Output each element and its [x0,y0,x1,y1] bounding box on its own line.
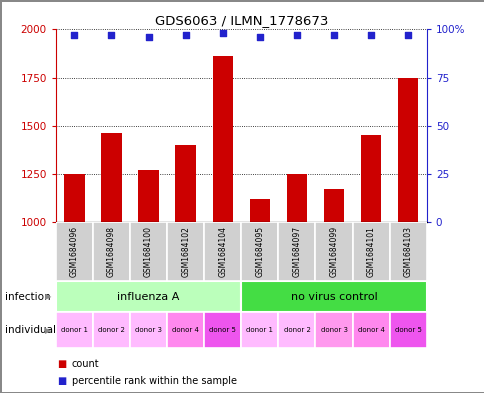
Bar [241,222,278,281]
Bar [286,174,306,222]
Text: GSM1684101: GSM1684101 [366,226,375,277]
Bar [389,222,426,281]
Bar [93,222,130,281]
Text: donor 5: donor 5 [394,327,421,333]
Point [330,32,337,39]
Text: donor 5: donor 5 [209,327,236,333]
Bar [352,222,389,281]
Bar [397,77,418,222]
Point [70,32,78,39]
Bar [278,312,315,348]
Text: ▶: ▶ [45,292,51,301]
Text: GSM1684102: GSM1684102 [181,226,190,277]
Text: donor 3: donor 3 [135,327,162,333]
Text: GSM1684096: GSM1684096 [70,226,79,277]
Text: no virus control: no virus control [290,292,377,302]
Bar [212,57,232,222]
Bar [241,281,426,312]
Text: donor 3: donor 3 [320,327,347,333]
Bar [93,312,130,348]
Text: ■: ■ [57,358,66,369]
Bar [56,222,93,281]
Bar [130,312,166,348]
Text: donor 4: donor 4 [172,327,198,333]
Text: count: count [72,358,99,369]
Text: percentile rank within the sample: percentile rank within the sample [72,376,236,386]
Point [144,34,152,40]
Text: GSM1684097: GSM1684097 [292,226,301,277]
Point [256,34,263,40]
Text: infection: infection [5,292,50,302]
Bar [64,174,84,222]
Title: GDS6063 / ILMN_1778673: GDS6063 / ILMN_1778673 [154,14,327,27]
Point [218,30,226,37]
Bar [101,134,121,222]
Bar [56,281,241,312]
Point [182,32,189,39]
Bar [278,222,315,281]
Text: GSM1684104: GSM1684104 [218,226,227,277]
Bar [204,312,241,348]
Text: GSM1684095: GSM1684095 [255,226,264,277]
Bar [138,170,158,222]
Text: donor 1: donor 1 [246,327,273,333]
Text: individual: individual [5,325,56,335]
Bar [352,312,389,348]
Bar [175,145,196,222]
Bar [360,135,380,222]
Point [404,32,411,39]
Bar [389,312,426,348]
Text: donor 2: donor 2 [283,327,310,333]
Point [292,32,300,39]
Bar [166,222,204,281]
Text: ▶: ▶ [45,326,51,334]
Bar [166,312,204,348]
Point [366,32,374,39]
Bar [130,222,166,281]
Text: donor 1: donor 1 [60,327,88,333]
Text: influenza A: influenza A [117,292,180,302]
Text: donor 4: donor 4 [357,327,384,333]
Text: ■: ■ [57,376,66,386]
Text: GSM1684100: GSM1684100 [144,226,153,277]
Text: GSM1684098: GSM1684098 [106,226,116,277]
Text: GSM1684103: GSM1684103 [403,226,412,277]
Bar [315,312,352,348]
Bar [323,189,344,222]
Bar [249,199,270,222]
Text: GSM1684099: GSM1684099 [329,226,338,277]
Text: donor 2: donor 2 [98,327,124,333]
Bar [204,222,241,281]
Bar [56,312,93,348]
Point [107,32,115,39]
Bar [315,222,352,281]
Bar [241,312,278,348]
